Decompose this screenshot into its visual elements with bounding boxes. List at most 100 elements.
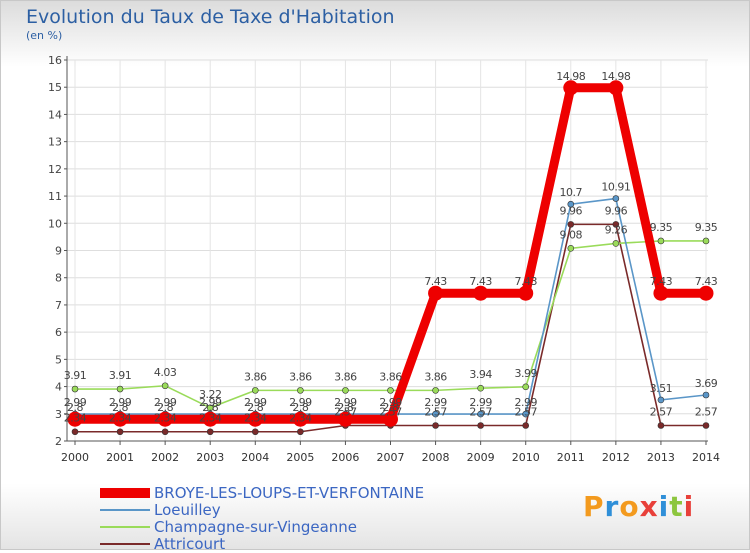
data-label-broye: 2.8 — [202, 401, 218, 414]
data-label-loeuilley: 3.69 — [695, 377, 718, 390]
data-label-attricourt: 2.57 — [650, 405, 673, 418]
legend-swatch — [100, 526, 150, 528]
x-tick-label: 2001 — [106, 451, 134, 464]
point-champagne — [251, 387, 259, 394]
data-label-loeuilley: 10.7 — [560, 186, 583, 199]
point-champagne — [567, 245, 575, 252]
y-tick-label: 11 — [48, 190, 62, 203]
point-champagne — [477, 384, 484, 392]
point-attricourt — [477, 422, 484, 429]
legend-item: Champagne-sur-Vingeanne — [100, 518, 358, 536]
data-label-broye: 7.43 — [695, 275, 718, 288]
x-tick-label: 2006 — [331, 451, 359, 464]
data-label-champagne: 9.26 — [605, 223, 628, 236]
point-attricourt — [161, 428, 169, 436]
point-attricourt — [71, 428, 79, 436]
data-label-broye: 2.8 — [247, 401, 263, 414]
point-attricourt — [612, 221, 620, 228]
data-label-champagne: 3.86 — [379, 370, 402, 383]
y-tick-label: 8 — [55, 272, 62, 285]
data-label-champagne: 4.03 — [154, 366, 177, 379]
point-attricourt — [432, 422, 439, 429]
legend-swatch — [100, 543, 150, 545]
point-broye — [698, 285, 714, 301]
point-champagne — [522, 383, 530, 391]
x-tick-label: 2013 — [647, 451, 675, 464]
legend-label: Attricourt — [154, 535, 226, 553]
point-champagne — [161, 382, 169, 390]
data-label-champagne: 9.35 — [695, 221, 718, 234]
data-label-attricourt: 2.57 — [424, 405, 447, 418]
x-tick-label: 2005 — [286, 451, 314, 464]
data-label-broye: 2.8 — [157, 401, 173, 414]
legend-item: Loeuilley — [100, 501, 221, 519]
point-loeuilley — [477, 410, 484, 418]
data-label-champagne: 3.86 — [334, 370, 357, 383]
data-label-attricourt: 2.57 — [334, 405, 357, 418]
point-loeuilley — [702, 391, 710, 399]
y-tick-label: 13 — [48, 136, 62, 149]
x-tick-label: 2011 — [557, 451, 585, 464]
data-label-champagne: 3.91 — [109, 369, 132, 382]
proxiti-logo: Proxiti — [583, 490, 695, 523]
data-label-attricourt: 2.57 — [469, 405, 492, 418]
point-champagne — [612, 240, 620, 247]
point-broye — [247, 411, 263, 427]
point-broye — [608, 80, 624, 96]
point-attricourt — [567, 221, 575, 228]
data-label-broye: 2.8 — [112, 401, 128, 414]
y-tick-label: 9 — [55, 245, 62, 258]
data-label-loeuilley: 2.99 — [514, 396, 537, 409]
data-label-broye: 2.8 — [337, 401, 353, 414]
x-tick-label: 2008 — [422, 451, 450, 464]
legend-label: Champagne-sur-Vingeanne — [154, 518, 358, 536]
y-tick-label: 10 — [48, 217, 62, 230]
data-label-attricourt: 2.34 — [154, 412, 177, 425]
x-tick-label: 2009 — [467, 451, 495, 464]
data-label-loeuilley: 2.99 — [379, 396, 402, 409]
point-broye — [653, 285, 669, 301]
data-label-loeuilley: 2.99 — [154, 396, 177, 409]
data-label-champagne: 3.99 — [514, 367, 537, 380]
point-loeuilley — [612, 195, 620, 202]
data-label-attricourt: 2.57 — [379, 405, 402, 418]
point-champagne — [387, 387, 394, 394]
point-champagne — [71, 385, 79, 393]
point-attricourt — [251, 428, 259, 436]
point-champagne — [342, 387, 349, 394]
y-tick-label: 2 — [55, 435, 62, 448]
data-label-attricourt: 9.96 — [560, 204, 583, 217]
point-broye — [473, 285, 489, 301]
x-tick-label: 2012 — [602, 451, 630, 464]
data-label-attricourt: 2.57 — [695, 405, 718, 418]
data-label-attricourt: 9.96 — [605, 204, 628, 217]
point-loeuilley — [567, 200, 575, 208]
legend-label: Loeuilley — [154, 501, 221, 519]
data-label-attricourt: 2.34 — [109, 412, 132, 425]
x-tick-label: 2000 — [61, 451, 89, 464]
point-broye — [112, 411, 128, 427]
point-broye — [383, 411, 398, 427]
point-champagne — [657, 237, 665, 245]
point-broye — [67, 411, 83, 427]
data-label-loeuilley: 2.99 — [469, 396, 492, 409]
point-broye — [563, 80, 579, 96]
y-tick-label: 15 — [48, 81, 62, 94]
data-label-attricourt: 2.57 — [514, 405, 537, 418]
point-attricourt — [522, 422, 530, 429]
point-attricourt — [702, 422, 710, 429]
data-label-loeuilley: 2.99 — [289, 396, 312, 409]
data-label-champagne: 9.08 — [560, 228, 583, 241]
y-unit-label: (en %) — [26, 29, 63, 42]
point-champagne — [116, 385, 124, 393]
chart-title: Evolution du Taux de Taxe d'Habitation — [26, 6, 395, 28]
data-label-broye: 7.43 — [514, 275, 537, 288]
data-label-loeuilley: 2.99 — [64, 396, 87, 409]
point-loeuilley — [657, 396, 665, 404]
point-loeuilley — [432, 410, 439, 418]
point-broye — [202, 411, 218, 427]
y-tick-label: 14 — [48, 108, 62, 121]
legend-label: BROYE-LES-LOUPS-ET-VERFONTAINE — [154, 484, 425, 502]
